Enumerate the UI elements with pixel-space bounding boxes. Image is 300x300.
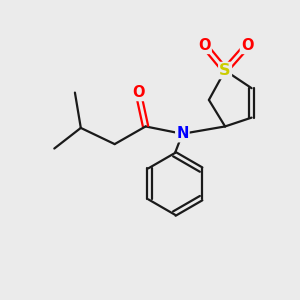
Text: S: S <box>219 63 231 78</box>
Text: N: N <box>176 126 189 141</box>
Text: O: O <box>198 38 211 53</box>
Text: O: O <box>241 38 253 53</box>
Text: O: O <box>132 85 145 100</box>
